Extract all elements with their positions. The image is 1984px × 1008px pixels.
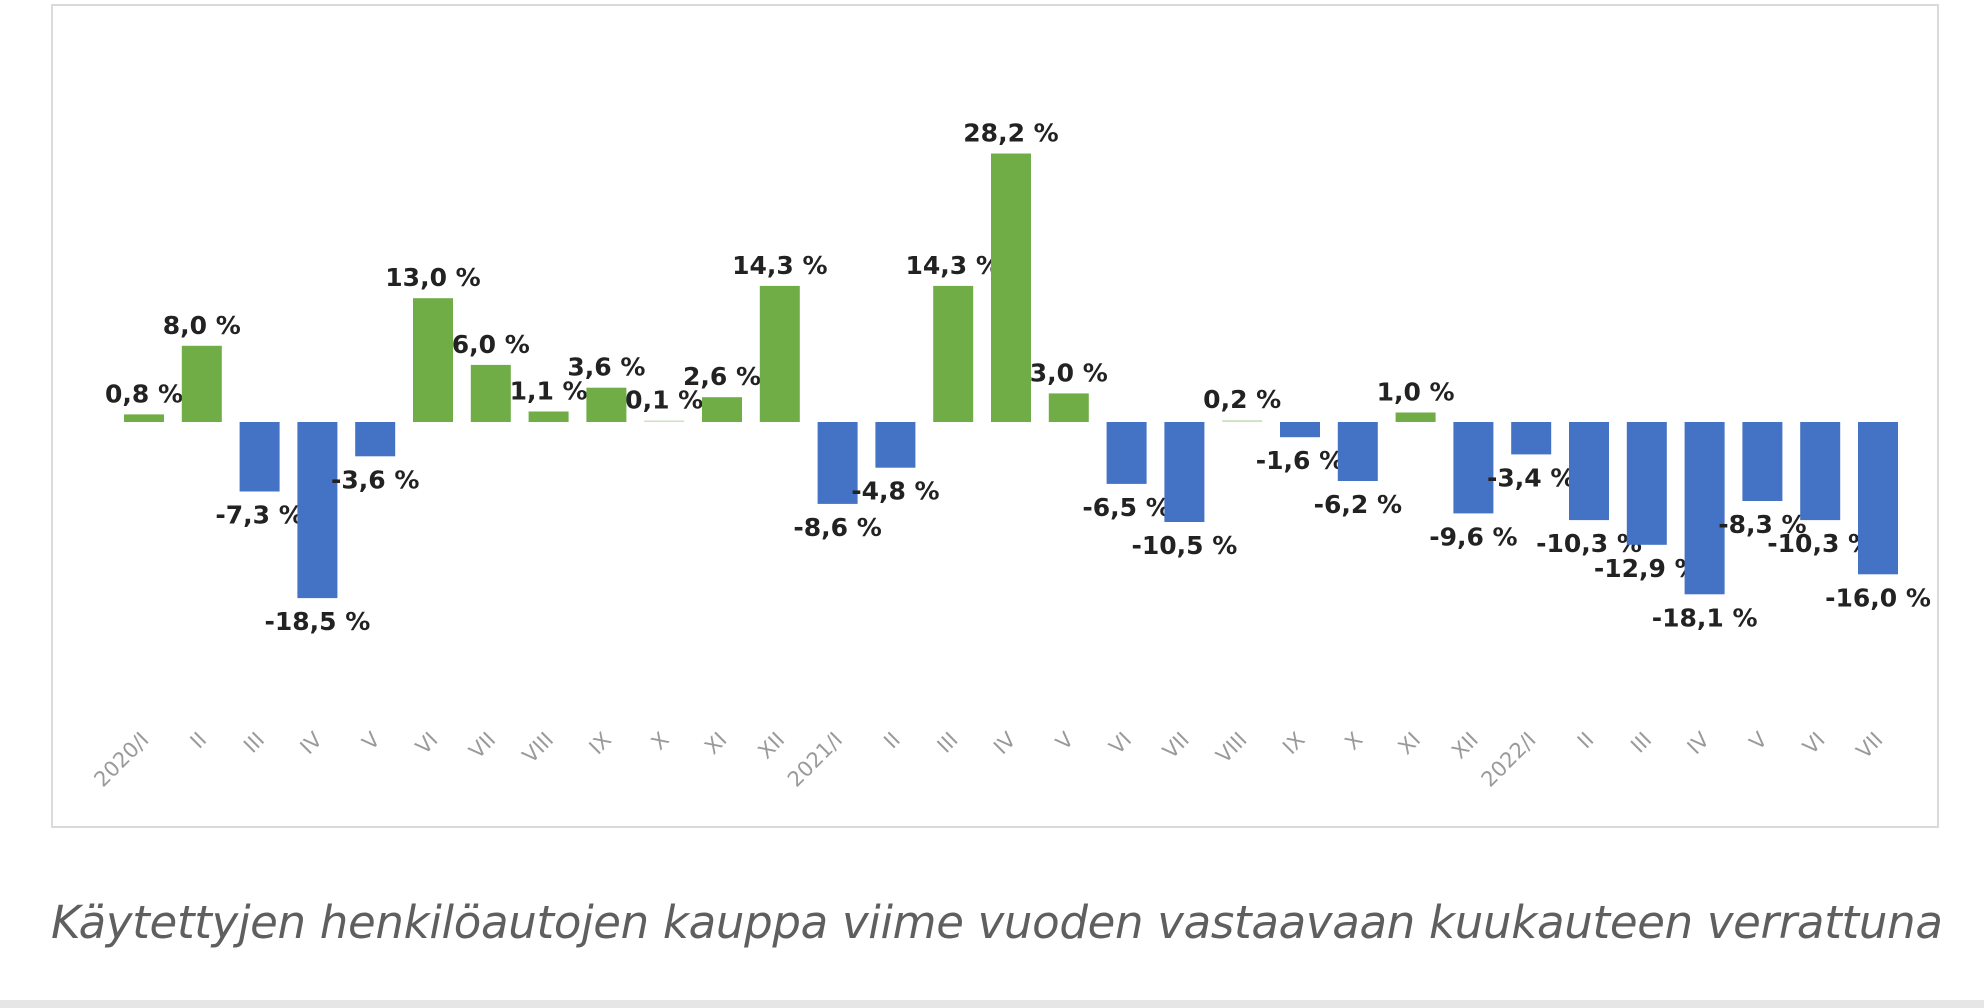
tick-label-13: II: [879, 728, 905, 754]
tick-label-2: III: [239, 728, 269, 758]
data-label-22: 1,0 %: [1377, 378, 1455, 407]
bar-11: [759, 285, 800, 422]
data-label-29: -10,3 %: [1767, 529, 1873, 558]
data-label-4: -3,6 %: [331, 465, 419, 494]
data-label-16: 3,0 %: [1030, 358, 1108, 387]
bar-4: [355, 422, 396, 457]
bar-0: [124, 414, 164, 422]
tick-label-14: III: [933, 728, 963, 758]
tick-label-4: V: [358, 727, 386, 755]
tick-label-22: XI: [1394, 728, 1426, 760]
bar-1: [181, 345, 222, 422]
bar-6: [470, 364, 511, 422]
tick-label-18: VII: [1158, 728, 1194, 764]
bar-22: [1395, 412, 1436, 422]
bar-30: [1858, 422, 1898, 575]
bar-20: [1280, 422, 1320, 438]
data-label-6: 6,0 %: [452, 330, 530, 359]
data-label-30: -16,0 %: [1825, 583, 1931, 612]
bar-9: [644, 420, 685, 422]
tick-label-7: VIII: [518, 728, 558, 768]
bar-26: [1626, 422, 1667, 545]
bar-5: [413, 298, 453, 422]
bar-18: [1164, 422, 1205, 522]
data-label-23: -9,6 %: [1429, 522, 1517, 551]
bar-23: [1453, 422, 1494, 514]
data-label-5: 13,0 %: [385, 263, 480, 292]
tick-label-27: IV: [1683, 727, 1715, 759]
bar-17: [1106, 422, 1147, 484]
bar-14: [933, 285, 974, 422]
data-label-7: 1,1 %: [510, 377, 588, 406]
bar-25: [1569, 422, 1609, 521]
tick-label-10: XI: [700, 728, 732, 760]
bar-19: [1222, 420, 1263, 422]
tick-label-19: VIII: [1211, 728, 1251, 768]
tick-label-17: VI: [1105, 728, 1137, 760]
data-label-8: 3,6 %: [567, 353, 645, 382]
tick-label-8: IX: [584, 728, 616, 760]
tick-label-3: IV: [295, 727, 327, 759]
bar-27: [1684, 422, 1725, 595]
data-label-0: 0,8 %: [105, 379, 183, 408]
data-label-15: 28,2 %: [963, 119, 1058, 148]
bar-chart: 0,8 % 2020/I 8,0 % II -7,3 % III -18,5 % IV -3,6…: [89, 119, 1931, 792]
bar-24: [1511, 422, 1552, 455]
tick-label-26: III: [1626, 728, 1656, 758]
data-label-3: -18,5 %: [264, 607, 370, 636]
bar-28: [1742, 422, 1783, 501]
tick-label-29: VI: [1798, 728, 1830, 760]
data-label-2: -7,3 %: [215, 501, 303, 530]
data-label-10: 2,6 %: [683, 362, 761, 391]
bar-13: [875, 422, 916, 468]
data-label-1: 8,0 %: [163, 311, 241, 340]
data-label-18: -10,5 %: [1131, 531, 1237, 560]
tick-label-20: IX: [1278, 728, 1310, 760]
tick-label-12: 2021/I: [783, 728, 847, 792]
bar-12: [817, 422, 858, 504]
tick-label-24: 2022/I: [1477, 728, 1541, 792]
data-label-21: -6,2 %: [1314, 490, 1402, 519]
bar-10: [702, 397, 742, 422]
tick-label-9: X: [647, 728, 674, 755]
data-label-12: -8,6 %: [793, 513, 881, 542]
data-label-19: 0,2 %: [1203, 385, 1281, 414]
bar-29: [1800, 422, 1841, 521]
bottom-divider: [0, 1000, 1984, 1008]
tick-label-0: 2020/I: [89, 728, 153, 792]
bar-7: [528, 411, 569, 422]
tick-label-21: X: [1340, 728, 1367, 755]
tick-label-11: XII: [753, 728, 789, 764]
bar-16: [1048, 393, 1089, 422]
data-label-26: -12,9 %: [1594, 554, 1700, 583]
data-label-13: -4,8 %: [851, 477, 939, 506]
tick-label-6: VII: [464, 728, 500, 764]
bar-15: [991, 153, 1031, 422]
tick-label-30: VII: [1852, 728, 1888, 764]
data-label-9: 0,1 %: [625, 386, 703, 415]
tick-label-15: IV: [989, 727, 1021, 759]
bar-2: [239, 422, 280, 492]
bar-3: [297, 422, 338, 599]
data-label-11: 14,3 %: [732, 251, 827, 280]
data-label-28: -8,3 %: [1718, 510, 1806, 539]
data-label-17: -6,5 %: [1082, 493, 1170, 522]
tick-label-23: XII: [1447, 728, 1483, 764]
bar-21: [1337, 422, 1378, 481]
chart-frame: 0,8 % 2020/I 8,0 % II -7,3 % III -18,5 % IV -3,6…: [51, 4, 1939, 828]
data-label-24: -3,4 %: [1487, 463, 1575, 492]
tick-label-5: VI: [411, 728, 443, 760]
tick-label-25: II: [1573, 728, 1599, 754]
tick-label-28: V: [1745, 727, 1773, 755]
data-label-27: -18,1 %: [1652, 603, 1758, 632]
bar-8: [586, 387, 627, 422]
tick-label-1: II: [186, 728, 212, 754]
data-label-25: -10,3 %: [1536, 529, 1642, 558]
figure-caption: Käytettyjen henkilöautojen kauppa viime …: [51, 896, 1943, 949]
data-label-20: -1,6 %: [1256, 446, 1344, 475]
tick-label-16: V: [1051, 727, 1079, 755]
data-label-14: 14,3 %: [905, 251, 1000, 280]
